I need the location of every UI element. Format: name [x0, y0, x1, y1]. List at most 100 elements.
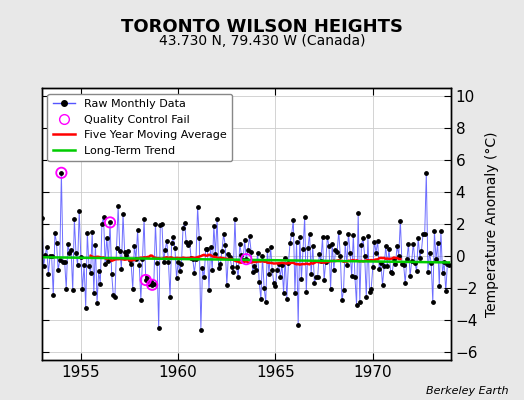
Point: [193, 204, 202, 210]
Point: [378, 282, 387, 288]
Point: [304, 245, 312, 251]
Point: [179, 225, 187, 232]
Point: [177, 261, 185, 267]
Point: [223, 282, 231, 289]
Point: [331, 247, 340, 254]
Point: [229, 269, 237, 276]
Point: [281, 255, 289, 261]
Point: [273, 267, 281, 273]
Point: [184, 242, 192, 248]
Point: [302, 289, 311, 295]
Point: [116, 248, 124, 254]
Point: [420, 231, 429, 237]
Point: [218, 248, 226, 254]
Point: [159, 259, 168, 265]
Point: [412, 268, 421, 274]
Point: [94, 268, 103, 274]
Point: [257, 296, 265, 302]
Point: [294, 322, 302, 328]
Point: [224, 250, 233, 257]
Point: [69, 287, 77, 294]
Point: [75, 208, 83, 214]
Point: [374, 238, 382, 244]
Point: [288, 231, 296, 237]
Point: [112, 245, 121, 251]
Point: [424, 268, 432, 275]
Point: [325, 243, 333, 250]
Point: [430, 228, 439, 234]
Point: [359, 235, 367, 241]
Point: [425, 250, 434, 257]
Point: [46, 253, 54, 259]
Point: [202, 246, 210, 252]
Point: [252, 266, 260, 273]
Point: [398, 261, 406, 268]
Point: [365, 288, 374, 295]
Point: [106, 219, 114, 226]
Point: [208, 267, 216, 274]
Point: [140, 216, 148, 222]
Point: [271, 283, 280, 289]
Point: [190, 269, 199, 276]
Text: TORONTO WILSON HEIGHTS: TORONTO WILSON HEIGHTS: [121, 18, 403, 36]
Point: [391, 261, 400, 267]
Point: [176, 267, 184, 274]
Point: [309, 242, 317, 249]
Point: [195, 235, 203, 241]
Point: [266, 244, 275, 250]
Point: [284, 260, 292, 266]
Point: [77, 254, 85, 261]
Point: [122, 251, 130, 258]
Point: [343, 262, 351, 268]
Point: [200, 274, 209, 280]
Point: [137, 296, 145, 303]
Point: [333, 249, 341, 255]
Point: [429, 299, 437, 306]
Point: [328, 241, 336, 247]
Point: [78, 286, 86, 292]
Point: [83, 230, 92, 236]
Point: [300, 214, 309, 220]
Point: [100, 214, 108, 220]
Point: [88, 229, 96, 236]
Point: [151, 220, 160, 227]
Text: Berkeley Earth: Berkeley Earth: [426, 386, 508, 396]
Point: [150, 280, 158, 287]
Point: [54, 267, 62, 273]
Point: [439, 270, 447, 276]
Point: [57, 170, 66, 176]
Point: [349, 232, 357, 238]
Point: [338, 297, 346, 304]
Point: [254, 250, 262, 257]
Point: [239, 256, 247, 263]
Point: [386, 269, 395, 276]
Point: [121, 248, 129, 255]
Point: [436, 228, 445, 234]
Point: [80, 262, 88, 269]
Point: [351, 274, 359, 280]
Point: [443, 260, 452, 267]
Point: [221, 242, 230, 248]
Point: [168, 240, 176, 246]
Point: [41, 252, 49, 258]
Text: 43.730 N, 79.430 W (Canada): 43.730 N, 79.430 W (Canada): [159, 34, 365, 48]
Point: [93, 300, 101, 306]
Point: [396, 217, 405, 224]
Point: [109, 292, 117, 298]
Point: [282, 295, 291, 302]
Point: [247, 248, 255, 255]
Point: [192, 256, 200, 262]
Point: [427, 260, 435, 266]
Point: [49, 292, 58, 299]
Point: [440, 259, 449, 266]
Point: [346, 250, 354, 256]
Point: [174, 258, 182, 265]
Point: [51, 230, 59, 236]
Point: [127, 261, 135, 267]
Point: [227, 264, 236, 271]
Point: [64, 241, 72, 247]
Point: [91, 241, 100, 248]
Point: [96, 280, 104, 287]
Point: [422, 170, 431, 176]
Point: [242, 256, 250, 262]
